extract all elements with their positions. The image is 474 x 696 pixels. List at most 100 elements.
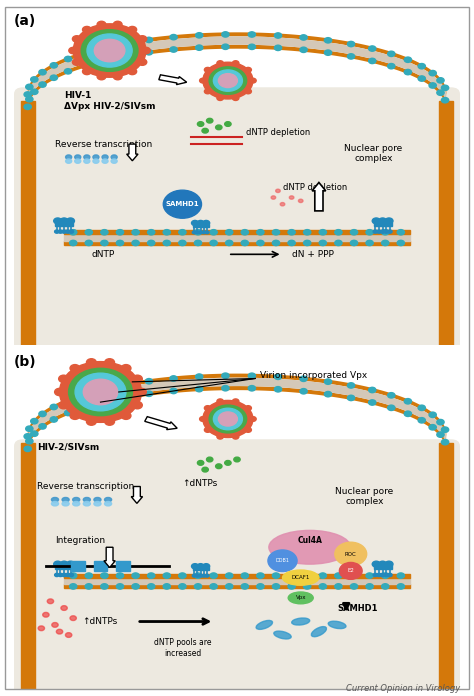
- Circle shape: [404, 57, 411, 63]
- Text: ↑dNTPs: ↑dNTPs: [82, 617, 118, 626]
- Circle shape: [300, 388, 307, 394]
- Circle shape: [101, 240, 108, 246]
- Circle shape: [195, 574, 200, 577]
- Circle shape: [347, 41, 355, 47]
- Circle shape: [137, 388, 146, 395]
- Circle shape: [429, 70, 436, 76]
- FancyArrow shape: [131, 487, 143, 503]
- Circle shape: [257, 573, 264, 578]
- Circle shape: [70, 240, 77, 246]
- Circle shape: [213, 70, 242, 91]
- Circle shape: [85, 230, 92, 235]
- Circle shape: [101, 584, 108, 589]
- Ellipse shape: [93, 159, 99, 164]
- Circle shape: [324, 50, 332, 56]
- Circle shape: [70, 365, 80, 372]
- Circle shape: [55, 230, 59, 233]
- Ellipse shape: [283, 570, 319, 585]
- Circle shape: [54, 218, 62, 224]
- Polygon shape: [27, 36, 447, 105]
- Circle shape: [39, 82, 46, 87]
- Circle shape: [213, 409, 242, 429]
- Circle shape: [379, 561, 387, 567]
- Text: Cul4A: Cul4A: [297, 536, 322, 545]
- Circle shape: [273, 240, 280, 246]
- Circle shape: [52, 622, 58, 627]
- Circle shape: [300, 47, 307, 52]
- Circle shape: [31, 89, 38, 95]
- Circle shape: [85, 573, 92, 578]
- Ellipse shape: [65, 155, 72, 159]
- Circle shape: [366, 573, 373, 578]
- Ellipse shape: [292, 618, 310, 625]
- Circle shape: [58, 230, 63, 233]
- Circle shape: [196, 45, 203, 50]
- Circle shape: [94, 39, 125, 62]
- Bar: [71, 561, 84, 571]
- Circle shape: [191, 221, 199, 226]
- Bar: [55, 221, 73, 226]
- Text: SAMHD1: SAMHD1: [165, 201, 199, 207]
- Circle shape: [347, 54, 355, 59]
- Circle shape: [203, 221, 210, 226]
- Bar: [117, 561, 130, 571]
- Circle shape: [384, 574, 388, 576]
- Text: Nuclear pore
complex: Nuclear pore complex: [335, 487, 393, 506]
- Circle shape: [199, 231, 202, 234]
- Circle shape: [122, 395, 129, 400]
- Circle shape: [147, 230, 155, 235]
- Circle shape: [100, 387, 108, 392]
- Circle shape: [217, 95, 223, 100]
- Ellipse shape: [311, 626, 327, 637]
- Circle shape: [225, 461, 231, 465]
- Circle shape: [87, 34, 132, 67]
- Text: DDB1: DDB1: [275, 558, 290, 563]
- Circle shape: [381, 230, 385, 233]
- Polygon shape: [27, 45, 447, 109]
- FancyArrow shape: [159, 75, 187, 85]
- Text: Reverse transcription: Reverse transcription: [55, 140, 152, 148]
- Circle shape: [170, 388, 177, 394]
- Circle shape: [382, 573, 389, 578]
- Circle shape: [199, 574, 202, 577]
- Circle shape: [441, 439, 449, 445]
- Circle shape: [147, 573, 155, 578]
- Circle shape: [24, 92, 31, 97]
- Circle shape: [101, 230, 108, 235]
- Circle shape: [437, 432, 444, 437]
- Circle shape: [369, 46, 376, 52]
- Bar: [64, 241, 410, 245]
- Circle shape: [222, 32, 229, 37]
- Circle shape: [226, 230, 233, 235]
- Circle shape: [146, 391, 153, 397]
- Circle shape: [204, 427, 211, 432]
- Circle shape: [82, 68, 91, 74]
- Circle shape: [194, 240, 201, 246]
- Circle shape: [195, 231, 200, 234]
- Circle shape: [441, 427, 449, 432]
- Circle shape: [388, 405, 395, 411]
- Circle shape: [397, 240, 404, 246]
- Circle shape: [122, 53, 129, 58]
- Text: dNTP pools are
increased: dNTP pools are increased: [154, 638, 211, 658]
- Circle shape: [100, 400, 108, 404]
- Circle shape: [274, 45, 282, 51]
- Circle shape: [128, 68, 137, 74]
- Circle shape: [24, 446, 31, 452]
- Circle shape: [241, 573, 248, 578]
- Circle shape: [319, 230, 327, 235]
- Circle shape: [369, 400, 376, 405]
- Circle shape: [59, 375, 69, 382]
- FancyArrow shape: [312, 182, 326, 211]
- Circle shape: [369, 58, 376, 63]
- Circle shape: [219, 74, 237, 88]
- Ellipse shape: [94, 498, 101, 502]
- Circle shape: [122, 41, 129, 46]
- Circle shape: [339, 562, 362, 579]
- Bar: [64, 585, 410, 588]
- Circle shape: [82, 404, 89, 410]
- Circle shape: [441, 85, 449, 90]
- Circle shape: [70, 412, 80, 420]
- Circle shape: [241, 240, 248, 246]
- Circle shape: [147, 584, 155, 589]
